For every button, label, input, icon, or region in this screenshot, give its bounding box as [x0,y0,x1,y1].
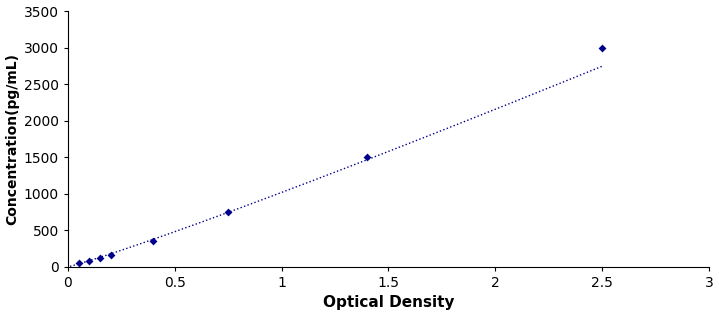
Point [83,259,95,264]
Point [362,155,373,160]
Point [73,261,84,266]
Y-axis label: Concentration(pg/mL): Concentration(pg/mL) [6,53,19,225]
Point [94,255,106,260]
X-axis label: Optical Density: Optical Density [323,295,454,310]
Point [222,210,234,215]
Point [147,239,159,244]
Point [597,45,608,50]
Point [105,252,116,258]
